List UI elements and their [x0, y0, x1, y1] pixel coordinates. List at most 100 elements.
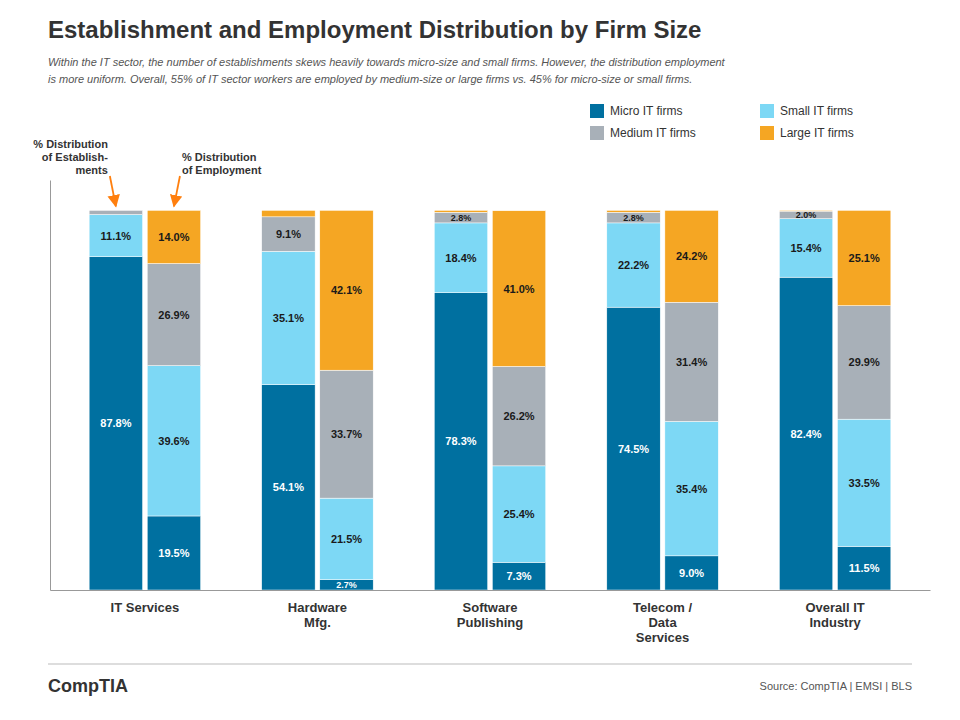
annotation-arrow: [110, 176, 116, 206]
data-label: 2.8%: [623, 213, 644, 223]
text-line: ments: [75, 164, 107, 176]
data-label: 25.1%: [849, 252, 880, 264]
legend-item: Large IT firms: [760, 126, 854, 140]
data-label: 11.5%: [849, 562, 880, 574]
data-label: 39.6%: [158, 435, 189, 447]
legend-item: Medium IT firms: [590, 126, 696, 140]
data-label: 9.1%: [276, 228, 301, 240]
x-tick-label: SoftwarePublishing: [457, 600, 524, 630]
text-line: Publishing: [457, 615, 524, 630]
legend-label: Large IT firms: [780, 126, 854, 140]
data-label: 82.4%: [790, 428, 821, 440]
data-label: 18.4%: [445, 252, 476, 264]
data-label: 35.4%: [676, 483, 707, 495]
text-line: % Distribution: [33, 138, 108, 150]
text-line: Software: [463, 600, 518, 615]
text-line: Data: [648, 615, 677, 630]
text-line: Hardware: [288, 600, 347, 615]
y-axis: [50, 181, 51, 591]
text-line: Overall IT: [805, 600, 864, 615]
legend-swatch: [590, 104, 604, 118]
bar-segment: [492, 366, 545, 465]
bar-segment: [837, 546, 890, 590]
bars: [89, 210, 891, 590]
bar-segment: [434, 212, 487, 223]
x-tick-label: Telecom /DataServices: [633, 600, 692, 645]
bar-segment: [837, 210, 890, 305]
text-line: of Employment: [182, 164, 262, 176]
bar-segment: [434, 293, 487, 590]
bar-segment: [779, 277, 832, 590]
bar-segment: [492, 466, 545, 562]
text-line: % Distribution: [182, 151, 257, 163]
legend-item: Small IT firms: [760, 104, 853, 118]
x-tick-label: Overall ITIndustry: [805, 600, 864, 630]
bar-segment: [434, 223, 487, 293]
bar-segment: [262, 210, 315, 216]
text-line: of Establish-: [42, 151, 108, 163]
bar-segment: [147, 516, 200, 590]
bar-segment: [665, 302, 718, 421]
data-label: 19.5%: [158, 547, 189, 559]
bar-segment: [89, 210, 142, 214]
data-label: 41.0%: [503, 283, 534, 295]
bar-segment: [607, 307, 660, 590]
x-tick: IT Services: [111, 590, 180, 615]
bar-segment: [147, 264, 200, 366]
data-label: 87.8%: [100, 417, 131, 429]
footer: CompTIA: [48, 676, 128, 696]
data-label: 31.4%: [676, 356, 707, 368]
bar-segment: [147, 366, 200, 516]
bar-segment: [89, 257, 142, 590]
text-line: Industry: [809, 615, 861, 630]
data-label: 9.0%: [679, 567, 704, 579]
chart: Establishment and Employment Distributio…: [0, 0, 960, 720]
data-label: 2.8%: [451, 213, 472, 223]
data-label: 78.3%: [445, 435, 476, 447]
legend-label: Micro IT firms: [610, 104, 682, 118]
bar-segment: [89, 210, 142, 211]
x-tick: HardwareMfg.: [288, 590, 347, 630]
x-axis: IT Services HardwareMfg. SoftwarePublishin…: [51, 590, 931, 645]
bar-segment: [607, 212, 660, 223]
source: Source: CompTIA | EMSI | BLS: [760, 680, 912, 692]
data-label: 74.5%: [618, 443, 649, 455]
bar-segment: [665, 210, 718, 302]
legend-swatch: [760, 126, 774, 140]
text-line: Mfg.: [304, 615, 331, 630]
bar-segment: [665, 556, 718, 590]
data-label: 54.1%: [273, 481, 304, 493]
x-axis-line: [51, 590, 931, 591]
bar-segment: [320, 498, 373, 580]
data-label: 35.1%: [273, 312, 304, 324]
bar-segment: [492, 211, 545, 367]
bar-segment: [492, 562, 545, 590]
bar-segment: [262, 217, 315, 252]
annotation: % Distributionof Establish-ments: [33, 138, 108, 176]
x-tick-label: IT Services: [111, 600, 180, 615]
data-label: 21.5%: [331, 533, 362, 545]
legend-swatch: [590, 126, 604, 140]
data-label: 33.5%: [849, 477, 880, 489]
data-label: 26.2%: [503, 410, 534, 422]
text-line: Telecom /: [633, 600, 692, 615]
text-line: Services: [636, 630, 690, 645]
x-tick: Overall ITIndustry: [805, 590, 864, 630]
data-label: 25.4%: [503, 508, 534, 520]
data-label: 29.9%: [849, 356, 880, 368]
bar-segment: [147, 210, 200, 263]
data-label: 26.9%: [158, 309, 189, 321]
bar-segment: [320, 370, 373, 498]
legend-item: Micro IT firms: [590, 104, 682, 118]
footer-rule: [48, 664, 912, 665]
plot: 87.8%54.1%78.3%74.5%82.4%11.1%35.1%18.4%…: [33, 138, 930, 645]
data-label: 24.2%: [676, 250, 707, 262]
data-labels: 87.8%54.1%78.3%74.5%82.4%11.1%35.1%18.4%…: [100, 210, 880, 590]
x-tick-label: HardwareMfg.: [288, 600, 347, 630]
bar-segment: [779, 219, 832, 277]
legend-label: Small IT firms: [780, 104, 853, 118]
legend-swatch: [760, 104, 774, 118]
data-label: 33.7%: [331, 428, 362, 440]
subtitle: is more uniform. Overall, 55% of IT sect…: [48, 73, 692, 85]
title: Establishment and Employment Distributio…: [48, 16, 701, 43]
